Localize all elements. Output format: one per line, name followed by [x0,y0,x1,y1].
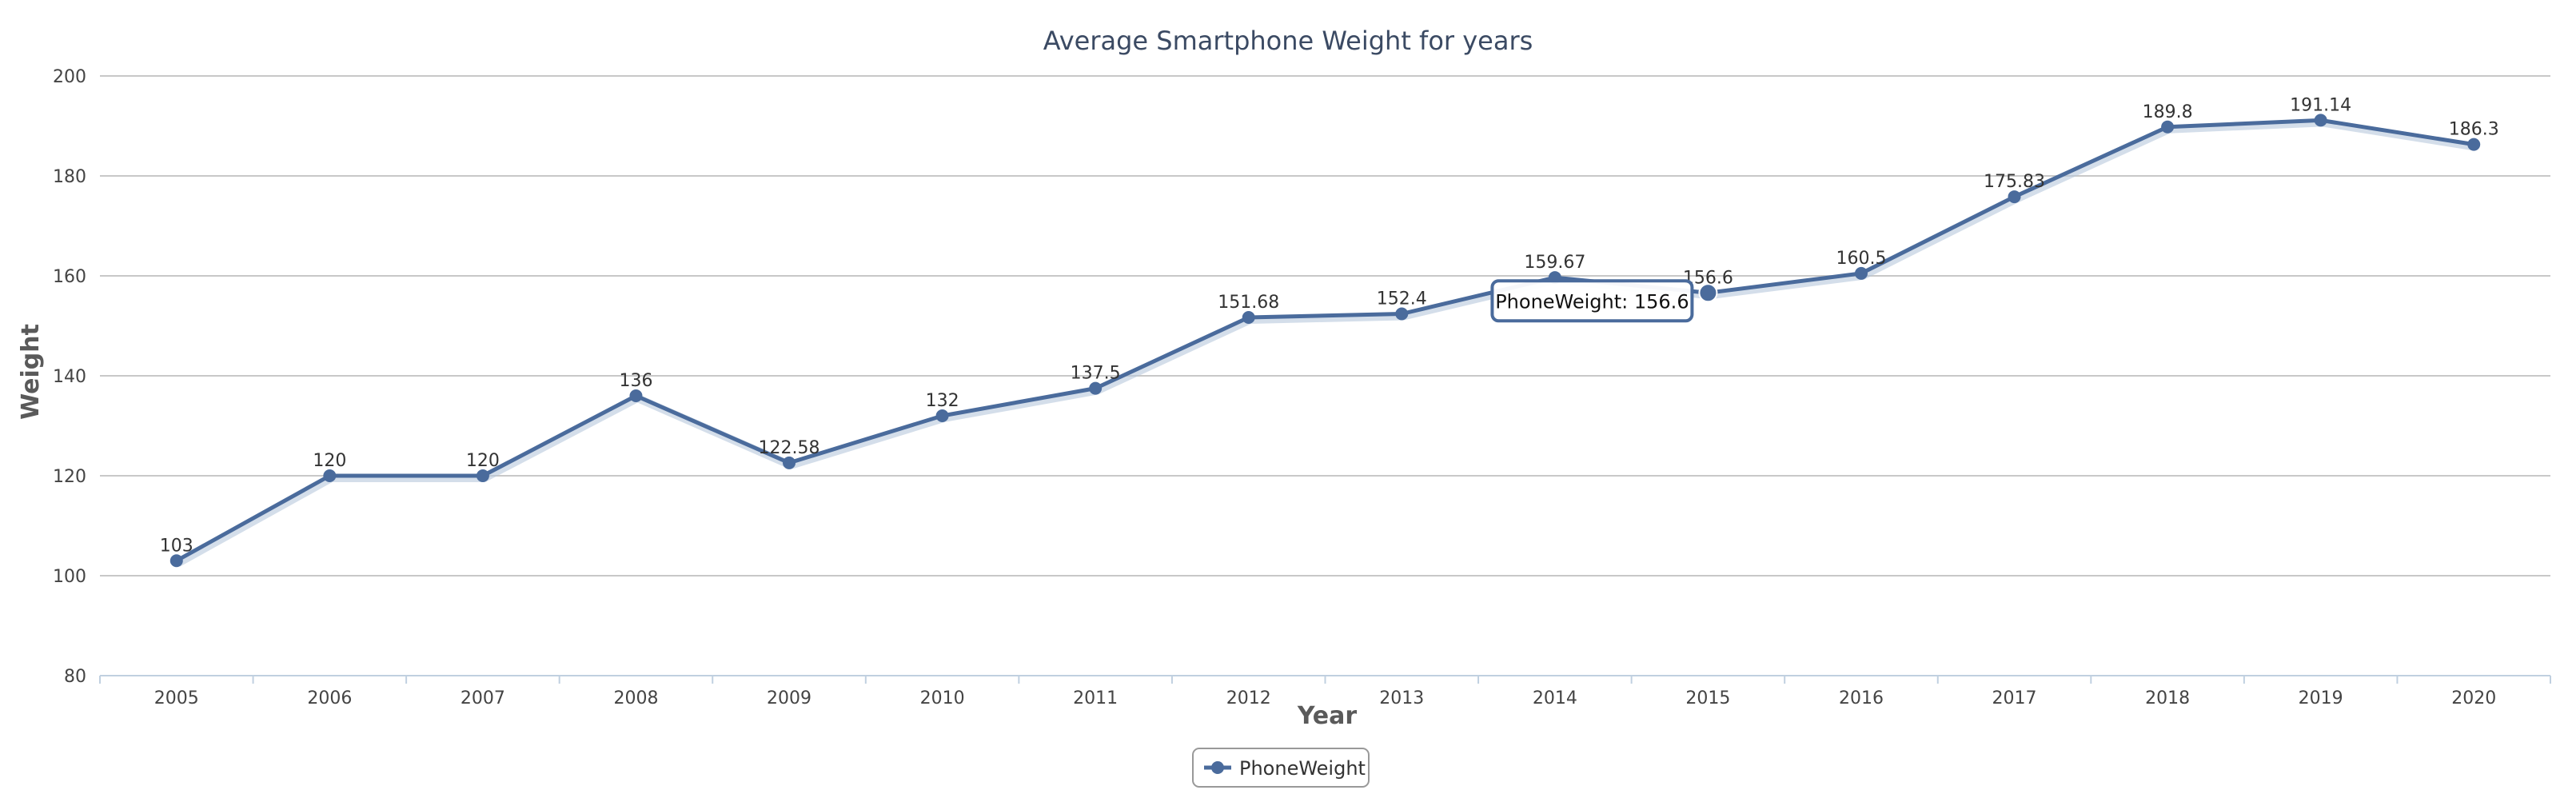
x-tick-label: 2011 [1073,688,1118,708]
x-tick-label: 2012 [1226,688,1271,708]
data-point[interactable] [1395,307,1409,321]
x-tick-label: 2006 [307,688,352,708]
data-label: 137.5 [1071,364,1121,384]
x-tick-label: 2009 [767,688,811,708]
legend-box [1192,748,1370,788]
x-axis: 2005 2006 2007 2008 2009 2010 2011 2012 2013 2014… [99,675,2551,708]
x-tick-label: 2019 [2299,688,2343,708]
chart-title: Average Smartphone Weight for years [1043,26,1533,56]
x-tick-label: 2017 [1992,688,2037,708]
data-point[interactable] [476,469,489,482]
data-point[interactable] [783,456,796,469]
y-axis: 80 100 120 140 160 180 200 [53,67,86,687]
data-point[interactable] [2314,114,2327,127]
data-point[interactable] [1854,266,1868,280]
x-axis-title: Year [1297,702,1358,730]
data-point[interactable] [1089,381,1103,395]
data-point[interactable] [2008,190,2021,204]
x-tick-label: 2016 [1839,688,1884,708]
legend-marker-icon [1211,761,1224,774]
series-line [175,118,2474,563]
y-tick-label: 80 [64,667,86,687]
tooltip-box [1490,279,1694,323]
legend-label: PhoneWeight [1239,757,1366,780]
data-label: 132 [926,391,959,411]
data-label: 152.4 [1377,289,1427,309]
data-label: 191.14 [2290,95,2351,115]
data-point[interactable] [935,409,949,422]
y-tick-label: 200 [53,67,86,87]
tooltip-text: PhoneWeight: 156.6 [1495,290,1689,313]
y-tick-label: 160 [53,267,86,287]
data-label: 186.3 [2449,120,2499,140]
data-point[interactable] [629,389,643,402]
data-label: 120 [466,451,500,471]
x-tick-label: 2005 [154,688,199,708]
data-label: 175.83 [1984,172,2045,192]
data-point[interactable] [1242,311,1255,324]
x-tick-label: 2015 [1685,688,1730,708]
data-point[interactable] [169,554,183,568]
x-tick-label: 2007 [461,688,505,708]
data-point[interactable] [2161,120,2175,134]
data-labels: 103 120 120 136 122.58 132 137.5 151.68 152.4 159… [160,95,2499,556]
y-tick-label: 100 [53,567,86,587]
tooltip: PhoneWeight: 156.6 [1490,279,1694,323]
data-label: 160.5 [1836,249,1886,269]
data-label: 103 [160,536,193,556]
data-label: 120 [313,451,346,471]
legend[interactable]: PhoneWeight [1192,748,1370,788]
x-tick-label: 2020 [2451,688,2496,708]
x-tick-label: 2010 [920,688,965,708]
data-label: 122.58 [759,438,820,458]
data-label: 151.68 [1218,293,1279,313]
grid [100,75,2550,676]
series-layer [169,114,2481,568]
data-point[interactable] [2467,138,2481,151]
x-tick-label: 2008 [613,688,658,708]
y-axis-title: Weight [17,324,45,420]
x-tick-label: 2013 [1379,688,1424,708]
y-tick-label: 120 [53,467,86,487]
y-tick-label: 180 [53,167,86,187]
data-label: 189.8 [2143,102,2193,122]
x-tick-label: 2018 [2145,688,2190,708]
data-label: 159.67 [1524,253,1585,273]
data-label: 136 [619,371,652,391]
data-point[interactable] [323,469,337,482]
y-tick-label: 140 [53,367,86,387]
x-tick-label: 2014 [1533,688,1577,708]
series-line-shadow [176,118,2476,567]
data-point[interactable] [1698,283,1718,303]
